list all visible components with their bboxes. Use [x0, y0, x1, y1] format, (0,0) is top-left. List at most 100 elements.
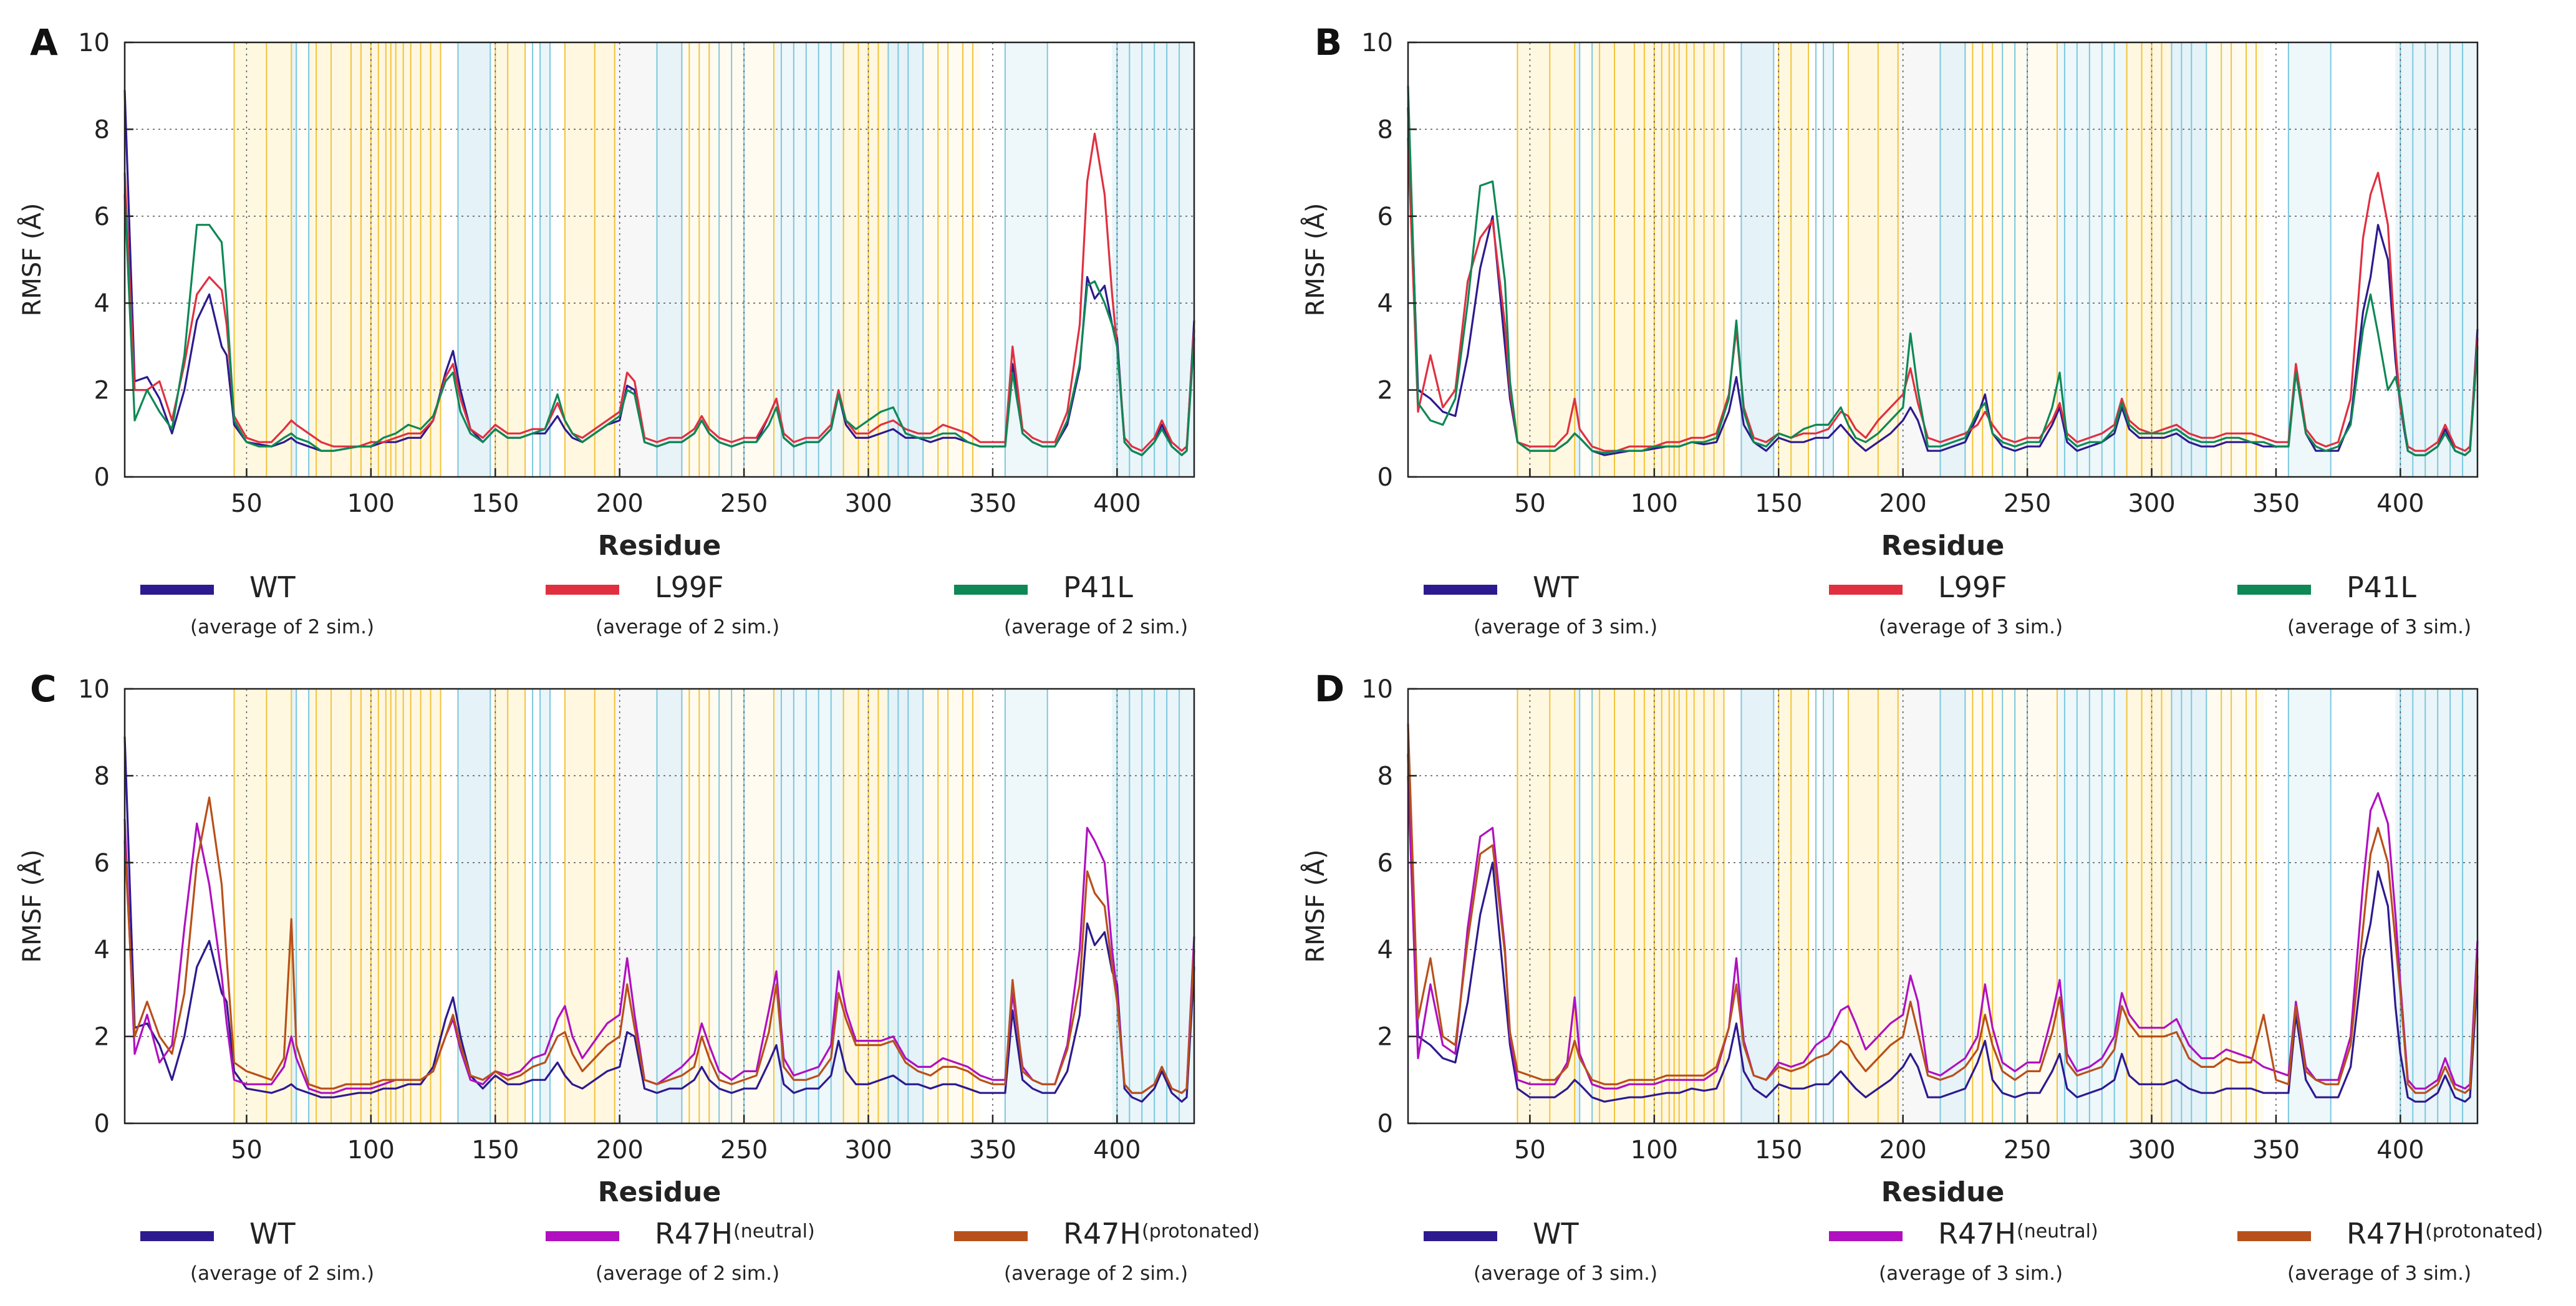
panel-b-plot-frame [1407, 41, 2479, 478]
domain-band [1940, 689, 1966, 1123]
x-tick-label: 100 [1631, 489, 1678, 518]
domain-band [1517, 42, 1575, 477]
x-tick-label: 50 [231, 489, 263, 518]
legend-note: (average of 3 sim.) [2287, 1262, 2471, 1285]
domain-band [1005, 42, 1048, 477]
domain-band [1848, 689, 1898, 1123]
panel-b-legend-item-3: P41L (average of 3 sim.) [2237, 570, 2471, 638]
panel-c-legend-item-2: R47H (neutral) (average of 2 sim.) [546, 1217, 815, 1285]
domain-band [923, 42, 980, 477]
x-tick-label: 150 [1755, 489, 1802, 518]
x-tick-label: 50 [231, 1136, 263, 1164]
domain-band [1112, 42, 1194, 477]
panel-d-grid [1408, 689, 2477, 1123]
domain-band [2126, 689, 2172, 1123]
panel-b-domain-shading [1517, 42, 2477, 477]
y-tick-label: 8 [1377, 762, 1393, 790]
x-tick-label: 150 [471, 489, 519, 518]
panel-c-grid [125, 689, 1194, 1123]
y-tick-label: 10 [1361, 29, 1393, 57]
x-tick-label: 350 [969, 1136, 1016, 1164]
panel-d-legend-item-2: R47H (neutral) (average of 3 sim.) [1829, 1217, 2098, 1285]
domain-band [291, 42, 297, 477]
legend-note: (average of 3 sim.) [1879, 1262, 2063, 1285]
domain-band [234, 42, 292, 477]
panel-a: 50 100 150 200 250 300 350 400 0 2 4 6 8 10 Residue RMS… [17, 21, 1195, 638]
y-tick-label: 6 [94, 849, 110, 878]
domain-band [1848, 42, 1898, 477]
legend-name: R47H [2347, 1217, 2424, 1251]
domain-band [657, 42, 682, 477]
panel-d-legend-item-1: WT (average of 3 sim.) [1424, 1217, 1657, 1285]
y-tick-label: 2 [1377, 377, 1393, 405]
panel-a-legend-item-2: L99F (average of 2 sim.) [546, 570, 779, 638]
y-tick-label: 10 [78, 29, 110, 57]
panel-c-letter: C [30, 668, 57, 710]
domain-band [2171, 689, 2207, 1123]
panel-b-legend-item-2: L99F (average of 3 sim.) [1829, 570, 2063, 638]
domain-band [564, 689, 615, 1123]
x-tick-label: 100 [1631, 1136, 1678, 1164]
legend-name: WT [249, 1217, 296, 1251]
domain-band [540, 689, 551, 1123]
legend-name: P41L [1063, 570, 1133, 604]
y-tick-label: 0 [1377, 1110, 1393, 1138]
legend-name: R47H [655, 1217, 733, 1251]
panel-a-legend-item-3: P41L (average of 2 sim.) [954, 570, 1188, 638]
legend-name: R47H [1063, 1217, 1141, 1251]
panel-c-domain-shading [233, 689, 1194, 1123]
domain-band [1898, 42, 1941, 477]
panel-c-plot-frame [123, 688, 1195, 1125]
y-tick-label: 6 [1377, 849, 1393, 878]
y-tick-label: 10 [78, 675, 110, 704]
panel-d-y-axis-title: RMSF (Å) [1300, 850, 1330, 963]
domain-band [2206, 42, 2264, 477]
y-tick-label: 8 [94, 762, 110, 790]
panel-b-y-axis-title: RMSF (Å) [1300, 203, 1330, 317]
domain-band [2395, 42, 2477, 477]
domain-band [2057, 42, 2127, 477]
domain-band [2288, 42, 2331, 477]
y-tick-label: 2 [94, 1023, 110, 1052]
legend-name: R47H [1938, 1217, 2016, 1251]
panel-c-x-axis-title: Residue [598, 1176, 721, 1208]
y-tick-label: 0 [94, 463, 110, 492]
legend-note: (average of 2 sim.) [1004, 616, 1188, 638]
y-tick-label: 4 [94, 289, 110, 318]
legend-note: (average of 2 sim.) [596, 1262, 779, 1285]
y-tick-label: 2 [1377, 1023, 1393, 1052]
domain-band [1112, 689, 1194, 1123]
legend-note: (average of 2 sim.) [190, 1262, 374, 1285]
legend-note: (average of 3 sim.) [2287, 616, 2471, 638]
panel-b-grid [1408, 42, 2477, 477]
x-tick-label: 400 [1093, 489, 1141, 518]
domain-band [296, 689, 309, 1123]
legend-qualifier: (protonated) [1142, 1221, 1260, 1242]
panel-a-domain-shading [233, 42, 1194, 477]
panel-a-series-line-3 [123, 194, 1195, 456]
x-tick-label: 100 [347, 489, 395, 518]
panel-d: 50 100 150 200 250 300 350 400 0 2 4 6 8 10 Residue RMS… [1300, 668, 2543, 1285]
panel-a-series-line-2 [123, 132, 1195, 452]
x-tick-label: 300 [2128, 489, 2175, 518]
y-tick-label: 8 [94, 115, 110, 144]
domain-band [1580, 42, 1593, 477]
x-tick-label: 150 [471, 1136, 519, 1164]
x-tick-label: 400 [2376, 489, 2424, 518]
legend-qualifier: (neutral) [2017, 1221, 2098, 1242]
x-tick-label: 150 [1755, 1136, 1802, 1164]
domain-band [495, 42, 526, 477]
panel-d-letter: D [1315, 668, 1344, 710]
domain-band [1741, 689, 1774, 1123]
domain-band [843, 689, 889, 1123]
domain-band [2395, 689, 2477, 1123]
x-tick-label: 250 [2004, 1136, 2051, 1164]
domain-band [1575, 42, 1580, 477]
x-tick-label: 200 [596, 489, 644, 518]
x-tick-label: 100 [347, 1136, 395, 1164]
panel-c-series-line-1 [123, 736, 1195, 1103]
domain-band [682, 42, 774, 477]
x-tick-label: 250 [720, 1136, 768, 1164]
x-tick-label: 300 [2128, 1136, 2175, 1164]
